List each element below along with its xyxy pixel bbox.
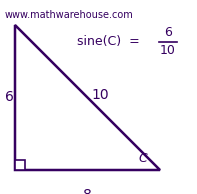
Text: 8: 8 xyxy=(83,188,91,194)
Polygon shape xyxy=(15,160,25,170)
Text: www.mathwarehouse.com: www.mathwarehouse.com xyxy=(5,10,134,20)
Text: 10: 10 xyxy=(91,88,109,102)
Text: C: C xyxy=(139,152,147,165)
Polygon shape xyxy=(15,25,160,170)
Text: sine(C)  =: sine(C) = xyxy=(77,36,139,48)
Text: 6: 6 xyxy=(164,27,172,40)
Text: 6: 6 xyxy=(5,90,14,104)
Text: 10: 10 xyxy=(160,44,176,57)
